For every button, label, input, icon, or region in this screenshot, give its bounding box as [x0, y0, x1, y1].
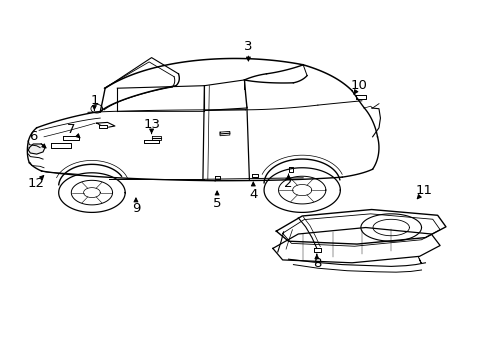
- Polygon shape: [28, 144, 45, 154]
- Text: 12: 12: [27, 177, 44, 190]
- Text: 4: 4: [248, 188, 257, 201]
- Text: 5: 5: [212, 197, 221, 210]
- Text: 7: 7: [67, 123, 76, 136]
- Polygon shape: [99, 125, 106, 128]
- Text: 2: 2: [284, 177, 292, 190]
- Text: 6: 6: [29, 130, 38, 143]
- Text: 8: 8: [312, 257, 321, 270]
- Text: 13: 13: [143, 118, 160, 131]
- Text: 10: 10: [350, 79, 367, 92]
- Text: 11: 11: [415, 184, 432, 197]
- Text: 9: 9: [131, 202, 140, 215]
- Text: 1: 1: [90, 94, 99, 107]
- Text: 3: 3: [244, 40, 252, 53]
